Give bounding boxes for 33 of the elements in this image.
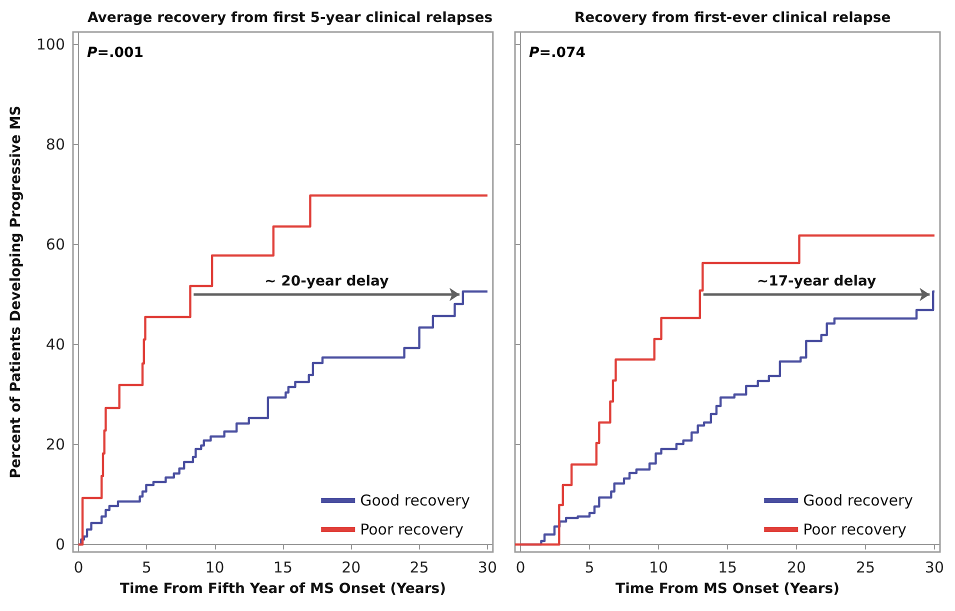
y-tick-label: 40: [46, 336, 65, 354]
x-tick-label: 15: [718, 558, 738, 576]
annotation: P=.074: [529, 45, 586, 61]
legend-label: Poor recovery: [360, 520, 464, 538]
x-tick-label: 30: [478, 558, 498, 576]
annotation: ~ 20-year delay: [264, 274, 389, 290]
x-tick-label: 5: [142, 558, 152, 576]
x-tick-label: 25: [856, 558, 876, 576]
y-tick-label: 0: [55, 536, 65, 554]
y-tick-label: 80: [46, 136, 65, 154]
x-tick-label: 0: [516, 558, 526, 576]
x-tick-label: 10: [205, 558, 224, 576]
annotation: ~17-year delay: [756, 274, 876, 290]
x-tick-label: 5: [584, 558, 594, 576]
x-axis-title: Time From MS Onset (Years): [616, 581, 840, 597]
x-tick-label: 25: [410, 558, 429, 576]
y-tick-label: 100: [36, 36, 65, 54]
x-tick-label: 10: [648, 558, 668, 576]
legend-label: Good recovery: [803, 492, 914, 510]
chart-title: Recovery from first-ever clinical relapse: [574, 10, 891, 26]
legend-label: Good recovery: [360, 492, 470, 510]
y-tick-label: 60: [46, 236, 65, 254]
x-tick-label: 15: [273, 558, 292, 576]
y-axis-title: Percent of Patients Developing Progressive MS: [8, 106, 24, 478]
x-tick-label: 20: [342, 558, 361, 576]
legend-label: Poor recovery: [803, 520, 907, 538]
x-axis-title: Time From Fifth Year of MS Onset (Years): [120, 581, 446, 597]
annotation: P=.001: [87, 45, 144, 61]
x-tick-label: 30: [924, 558, 944, 576]
x-tick-label: 0: [74, 558, 84, 576]
y-tick-label: 20: [46, 436, 65, 454]
chart-title: Average recovery from first 5-year clinical relapses: [87, 10, 493, 26]
x-tick-label: 20: [786, 558, 806, 576]
